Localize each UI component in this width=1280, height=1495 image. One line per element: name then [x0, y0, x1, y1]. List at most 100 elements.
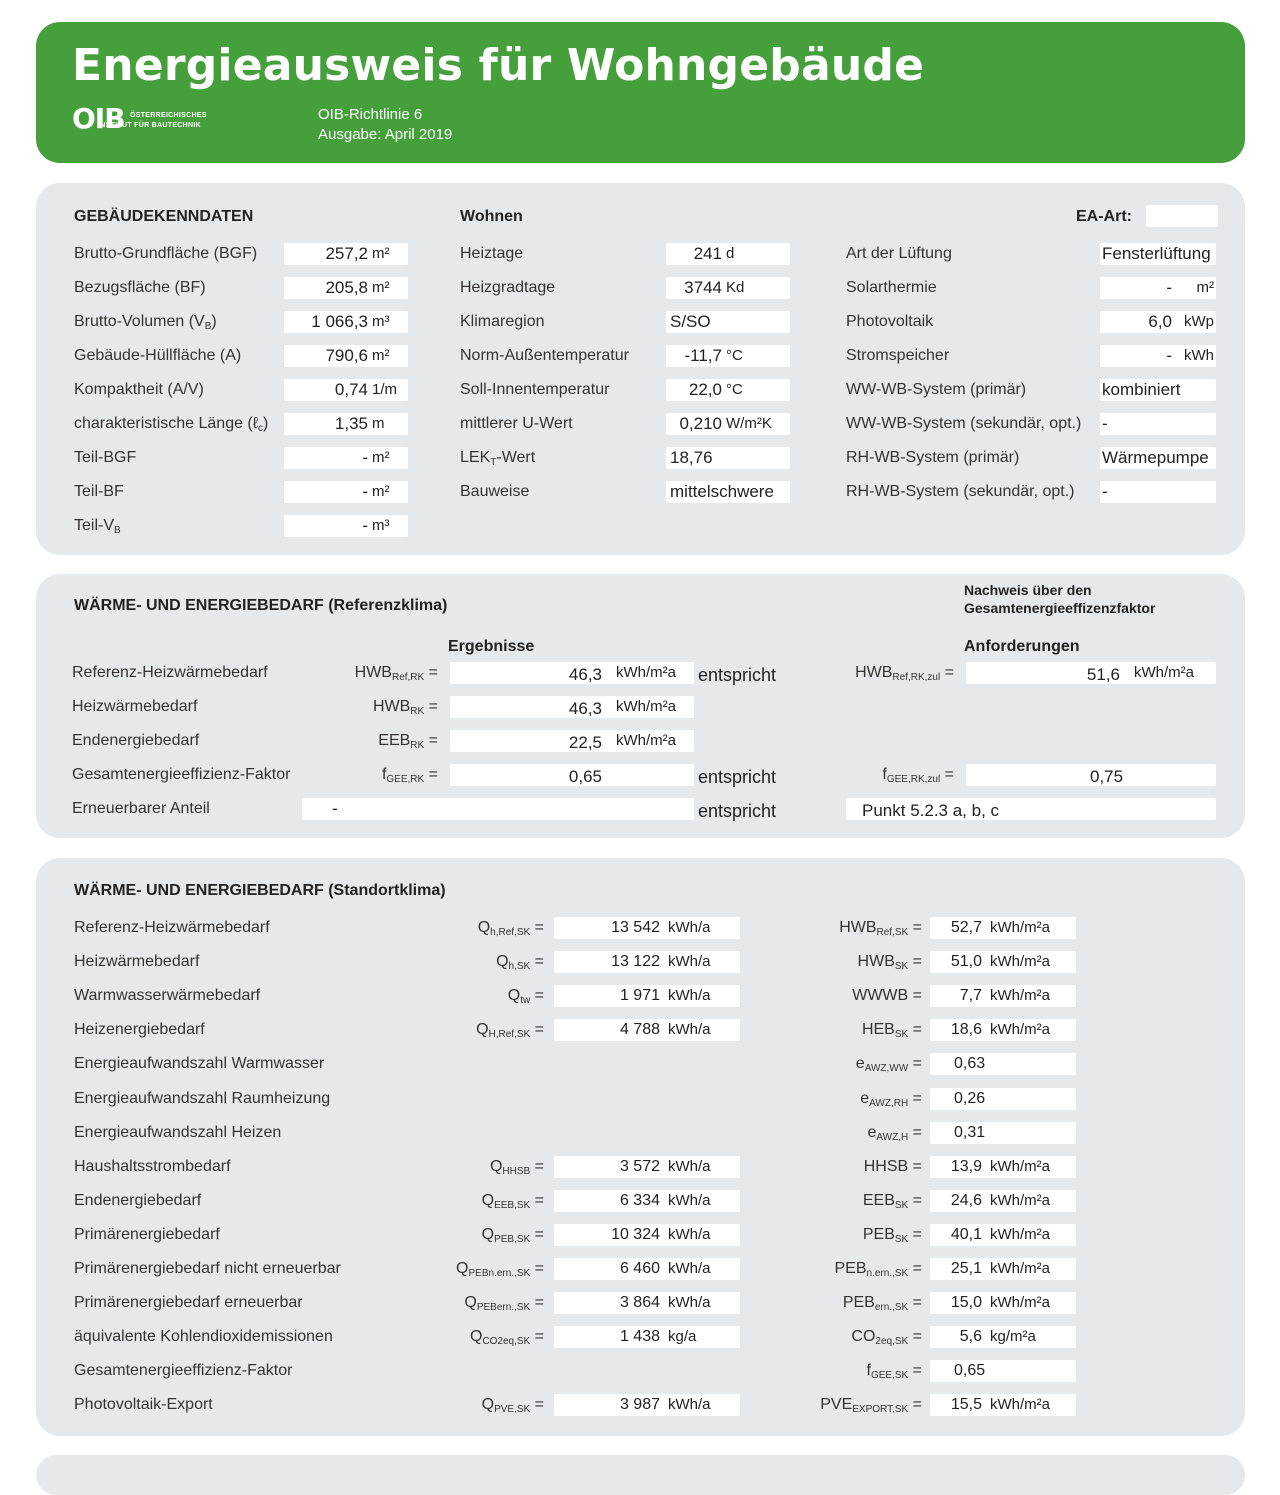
label-text: Teil-V: [74, 517, 115, 534]
q-value: 3 572: [619, 1158, 660, 1175]
symbol-sub: PVE,SK: [494, 1404, 531, 1415]
field-label: Teil-BGF: [74, 449, 136, 467]
symbol: HWB: [855, 664, 893, 681]
k-value-field: 0,26: [930, 1088, 1076, 1110]
k-symbol: eAWZ,WW =: [856, 1055, 922, 1074]
k-unit: kWh/m²a: [990, 1396, 1050, 1413]
field-label: Heiztage: [460, 245, 523, 263]
row-label: Gesamtenergieeffizienz-Faktor: [72, 766, 291, 783]
q-value: 13 542: [611, 919, 660, 936]
value-field: 241 d: [666, 243, 790, 265]
field-value: mittelschwere: [670, 482, 774, 501]
equals: =: [908, 1055, 922, 1072]
equals: =: [530, 1260, 544, 1277]
k-value: 0,26: [954, 1090, 986, 1107]
value-field: 790,6 m²: [284, 345, 408, 367]
q-symbol: QPVE,SK =: [482, 1396, 544, 1415]
label-end: ): [211, 313, 217, 330]
k-unit: kg/m²a: [990, 1328, 1036, 1345]
label-sub: c: [257, 423, 263, 434]
field-label: Heizgradtage: [460, 279, 555, 297]
symbol: PEB: [862, 1226, 895, 1243]
k-value: 15,0: [950, 1294, 982, 1311]
symbol: f: [882, 766, 887, 783]
equals: =: [908, 1192, 922, 1209]
field-unit: m²: [1196, 279, 1215, 296]
row-label: Haushaltsstrombedarf: [74, 1158, 231, 1175]
field-unit: m²: [372, 279, 390, 296]
header-banner: Energieausweis für Wohngebäude OIB ÖSTER…: [36, 22, 1245, 163]
symbol: Q: [476, 1021, 489, 1038]
label-text: Klimaregion: [460, 313, 545, 330]
k-unit: kWh/m²a: [990, 1192, 1050, 1209]
field-value: 0,74: [334, 380, 368, 399]
q-value-field: 10 324 kWh/a: [554, 1224, 740, 1246]
value-field: - m²: [1100, 277, 1216, 299]
field-unit: kWh/m²a: [616, 698, 676, 715]
k-symbol: PVEEXPORT,SK =: [820, 1396, 922, 1415]
field-unit: kWh: [1184, 347, 1214, 364]
value-field: 18,76: [666, 447, 790, 469]
row-label: Endenergiebedarf: [74, 1192, 202, 1209]
section-heading: GEBÄUDEKENNDATEN: [74, 208, 254, 225]
symbol-sub: 2eq,SK: [875, 1336, 909, 1347]
equals: =: [908, 1124, 922, 1141]
field-value: 0,210: [679, 414, 722, 433]
k-value: 0,31: [954, 1124, 986, 1141]
q-symbol: Qh,Ref,SK =: [478, 919, 544, 938]
equals: =: [940, 664, 954, 681]
q-unit: kWh/a: [668, 987, 711, 1004]
row-label: Heizwärmebedarf: [74, 953, 200, 970]
symbol: HWB: [857, 953, 895, 970]
k-symbol: PEBern.,SK =: [843, 1294, 922, 1313]
k-value-field: 24,6 kWh/m²a: [930, 1190, 1076, 1212]
k-unit: kWh/m²a: [990, 1260, 1050, 1277]
symbol-sub: H,Ref,SK: [488, 1029, 531, 1040]
k-value-field: 52,7 kWh/m²a: [930, 917, 1076, 939]
field-label: Gebäude-Hüllfläche (A): [74, 347, 241, 365]
q-value-field: 3 572 kWh/a: [554, 1156, 740, 1178]
equals: =: [530, 1328, 544, 1345]
k-value-field: 0,31: [930, 1122, 1076, 1144]
symbol: Q: [477, 919, 491, 936]
label-sub: B: [204, 321, 212, 332]
field-value: 790,6: [325, 346, 368, 365]
k-value-field: 7,7 kWh/m²a: [930, 985, 1076, 1007]
field-unit: m³: [372, 313, 390, 330]
q-symbol: Qtw =: [508, 987, 544, 1006]
field-unit: m²: [372, 347, 390, 364]
gebaeudekenndaten-panel: GEBÄUDEKENNDATEN Wohnen EA-Art: Brutto-G…: [36, 183, 1245, 555]
label-text: Heizgradtage: [460, 279, 556, 296]
anforderungen-heading: Anforderungen: [964, 638, 1080, 655]
symbol-sub: Ref,RK: [391, 672, 425, 683]
symbol-sub: SK: [894, 1200, 909, 1211]
nachweis-heading-1: Nachweis über den: [964, 582, 1092, 598]
field-value: S/SO: [670, 312, 711, 331]
label-text: Teil-BF: [74, 483, 124, 500]
q-unit: kWh/a: [668, 1396, 711, 1413]
field-value: -: [362, 516, 368, 535]
field-value: -: [1102, 482, 1108, 501]
value-field: -: [1100, 481, 1216, 503]
row-label: Energieaufwandszahl Warmwasser: [74, 1055, 325, 1072]
equals: =: [908, 1260, 922, 1277]
field-value: -: [1102, 414, 1108, 433]
symbol: Q: [481, 1226, 495, 1243]
ea-art-field: [1146, 205, 1218, 227]
label-text: Norm-Außentemperatur: [460, 347, 629, 364]
symbol: EEB: [862, 1192, 895, 1209]
k-value-field: 40,1 kWh/m²a: [930, 1224, 1076, 1246]
label-text: Brutto-Volumen (V: [74, 313, 205, 330]
symbol: WWWB: [852, 987, 909, 1004]
symbol: Q: [464, 1294, 477, 1311]
k-symbol: PEBn.ern.,SK =: [834, 1260, 922, 1279]
q-unit: kWh/a: [668, 1021, 711, 1038]
field-value: 22,5: [568, 733, 602, 752]
value-field: 0,210 W/m²K: [666, 413, 790, 435]
symbol: Q: [456, 1260, 469, 1277]
q-unit: kWh/a: [668, 1158, 711, 1175]
k-symbol: HHSB =: [864, 1158, 922, 1176]
symbol: e: [867, 1124, 877, 1141]
row-label: Energieaufwandszahl Heizen: [74, 1124, 282, 1141]
symbol-sub: EEB,SK: [494, 1200, 531, 1211]
